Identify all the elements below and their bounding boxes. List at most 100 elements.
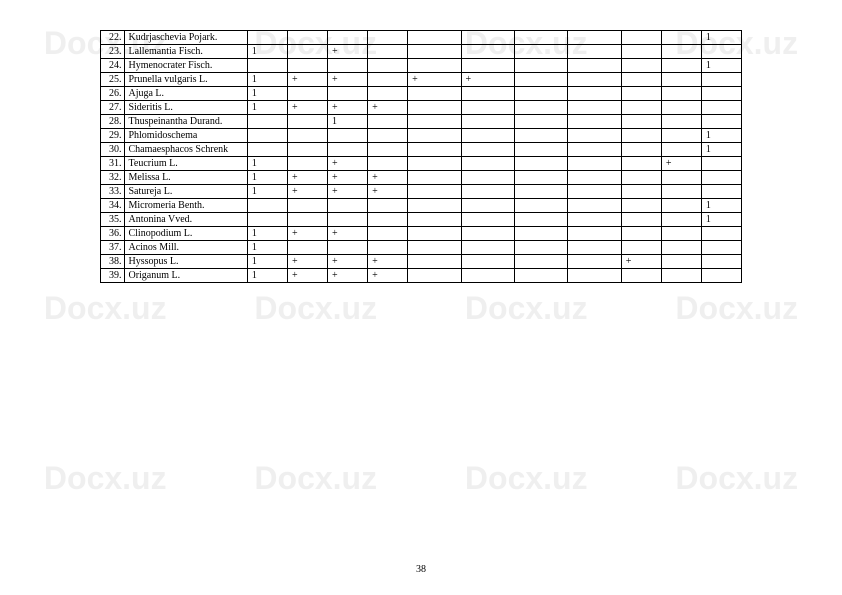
table-row: 25.Prunella vulgaris L.1++++ [101,73,742,87]
page-number: 38 [0,564,842,575]
data-cell [328,199,368,213]
data-cell [568,101,621,115]
data-cell [568,143,621,157]
data-cell [621,213,661,227]
data-cell: 1 [247,171,287,185]
data-cell [661,73,701,87]
data-cell [408,129,461,143]
data-cell [661,269,701,283]
data-cell [328,143,368,157]
data-cell: + [461,73,514,87]
data-cell [621,185,661,199]
data-cell [701,101,741,115]
data-cell [461,45,514,59]
table-row: 37.Acinos Mill.1 [101,241,742,255]
species-name: Thuspeinantha Durand. [125,115,247,129]
data-cell [408,199,461,213]
data-cell [621,31,661,45]
species-name: Micromeria Benth. [125,199,247,213]
data-cell [247,31,287,45]
data-cell [661,185,701,199]
data-cell [368,59,408,73]
data-cell [408,45,461,59]
data-cell: + [328,157,368,171]
table-row: 23.Lallemantia Fisch.1+ [101,45,742,59]
data-cell [514,31,567,45]
data-cell: + [328,227,368,241]
data-cell [514,171,567,185]
data-cell [568,129,621,143]
data-cell [661,199,701,213]
data-cell [661,31,701,45]
table-row: 33.Satureja L.1+++ [101,185,742,199]
data-cell [461,199,514,213]
data-cell [701,45,741,59]
data-cell [247,129,287,143]
data-cell [701,115,741,129]
data-cell: + [287,101,327,115]
data-cell [368,227,408,241]
species-name: Hyssopus L. [125,255,247,269]
table-row: 38.Hyssopus L.1++++ [101,255,742,269]
row-number: 35. [101,213,125,227]
data-cell [661,101,701,115]
data-cell: + [368,171,408,185]
row-number: 29. [101,129,125,143]
data-cell [514,73,567,87]
row-number: 28. [101,115,125,129]
row-number: 23. [101,45,125,59]
data-cell: + [328,73,368,87]
data-cell: + [368,185,408,199]
data-cell [514,143,567,157]
row-number: 37. [101,241,125,255]
data-cell: 1 [701,213,741,227]
data-cell: 1 [247,157,287,171]
data-cell [368,157,408,171]
data-cell [514,269,567,283]
data-cell: + [328,171,368,185]
data-cell [621,241,661,255]
data-cell [514,213,567,227]
data-cell [408,115,461,129]
data-cell [408,171,461,185]
data-cell [461,101,514,115]
watermark-text: Docx.uz [254,460,377,497]
data-cell [701,227,741,241]
data-cell [287,129,327,143]
data-cell [368,129,408,143]
data-cell: 1 [701,199,741,213]
species-name: Sideritis L. [125,101,247,115]
species-name: Chamaesphacos Schrenk [125,143,247,157]
table-row: 29.Phlomidoschema1 [101,129,742,143]
data-cell: + [287,171,327,185]
data-cell [661,87,701,101]
data-cell [514,241,567,255]
table-row: 26.Ajuga L.1 [101,87,742,101]
data-cell [328,213,368,227]
data-cell [568,157,621,171]
data-cell: + [287,255,327,269]
data-cell [368,87,408,101]
data-cell: + [368,101,408,115]
species-name: Prunella vulgaris L. [125,73,247,87]
data-cell [408,59,461,73]
data-cell [621,227,661,241]
data-cell [568,269,621,283]
data-cell [514,87,567,101]
table-row: 24.Hymenocrater Fisch.1 [101,59,742,73]
data-cell [661,241,701,255]
data-cell [568,255,621,269]
data-cell [461,185,514,199]
table-row: 35.Antonina Vved.1 [101,213,742,227]
table-row: 28.Thuspeinantha Durand.1 [101,115,742,129]
species-name: Acinos Mill. [125,241,247,255]
watermark-text: Docx.uz [675,290,798,327]
data-cell [514,199,567,213]
data-cell [514,45,567,59]
data-cell: 1 [247,87,287,101]
data-cell [368,199,408,213]
watermark-text: Docx.uz [465,290,588,327]
data-cell [621,157,661,171]
data-cell [408,157,461,171]
species-name: Phlomidoschema [125,129,247,143]
